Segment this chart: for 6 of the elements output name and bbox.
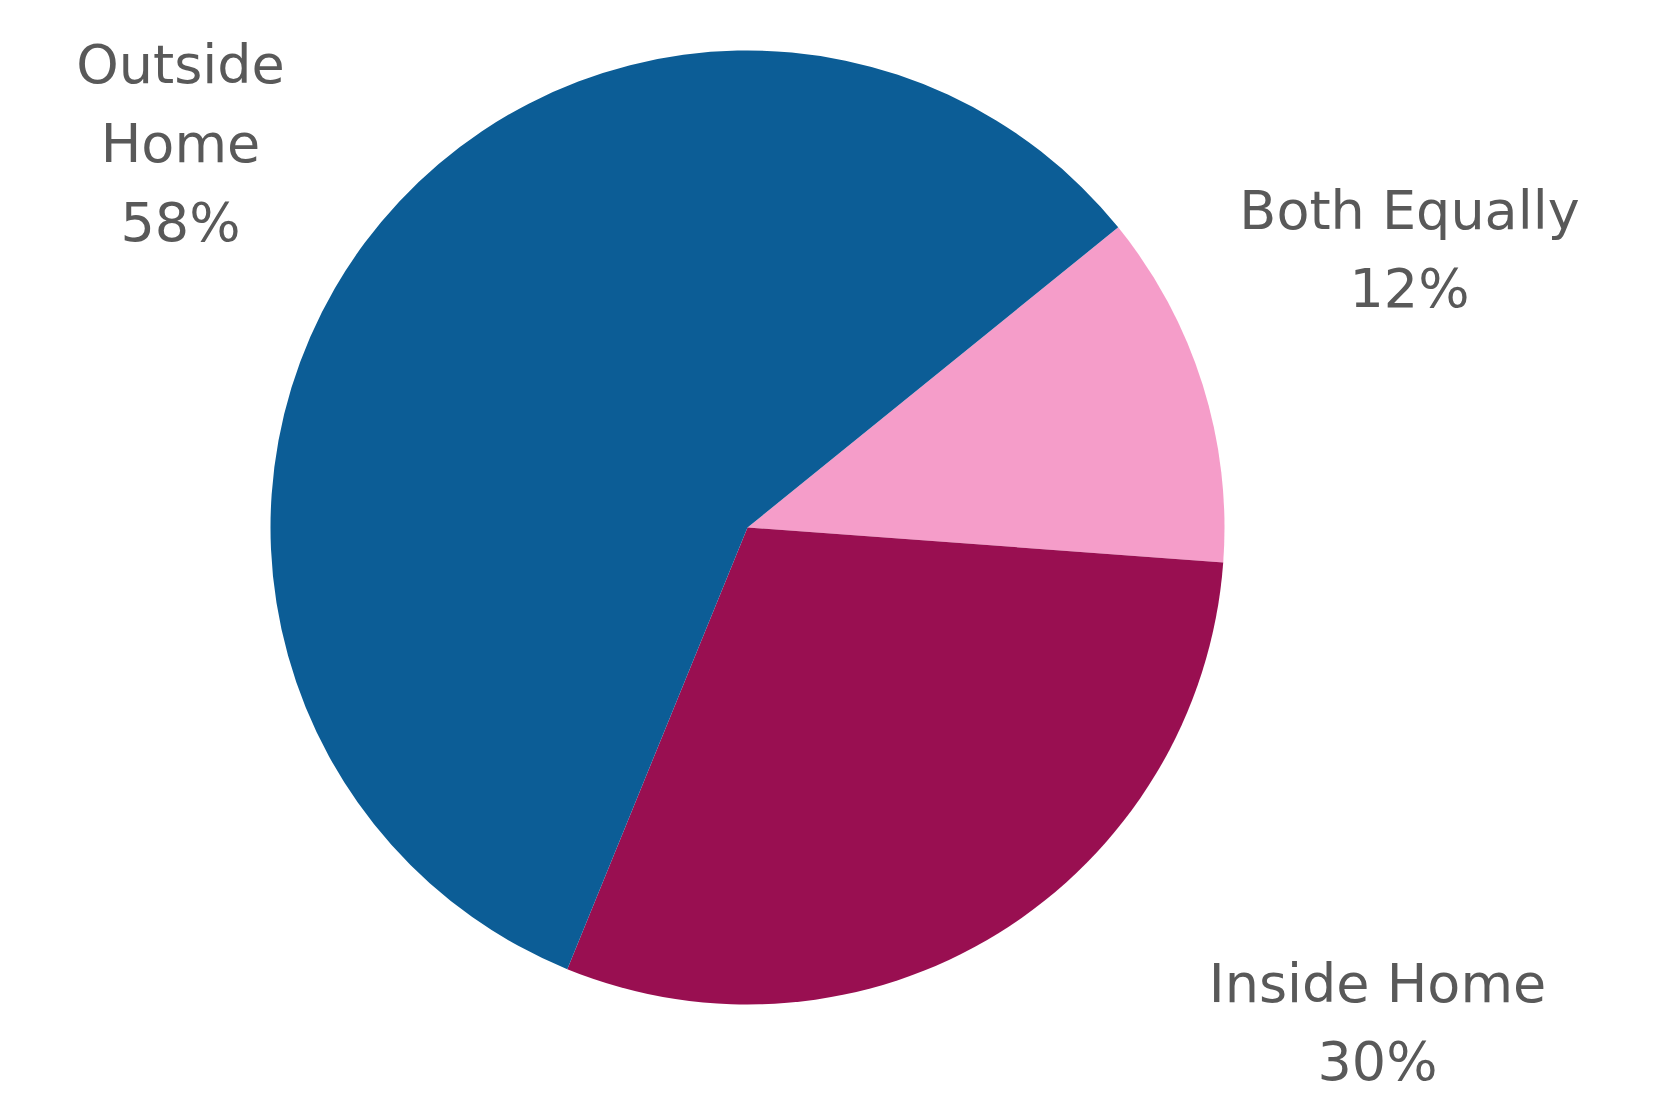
data-label: 58% xyxy=(120,190,241,254)
slice-label: Both Equally xyxy=(1239,178,1580,242)
data-label: 12% xyxy=(1349,257,1470,321)
slice-label: Outside Home xyxy=(76,33,285,175)
slice-label: Inside Home xyxy=(1208,951,1547,1015)
data-label: 30% xyxy=(1317,1030,1438,1094)
